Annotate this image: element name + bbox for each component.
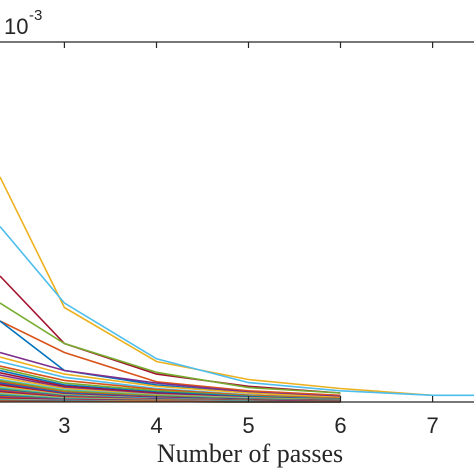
series-line-5	[0, 320, 341, 397]
x-tick-label: 4	[150, 413, 162, 438]
series-line-2	[0, 225, 474, 397]
series-line-3	[0, 275, 341, 394]
x-ticks: 3 4 5 6 7	[58, 42, 439, 438]
x-axis-label: Number of passes	[157, 439, 343, 468]
x-tick-label: 3	[58, 413, 70, 438]
x-tick-label: 6	[334, 413, 346, 438]
exponent-power: -3	[29, 7, 42, 24]
series-line-7	[0, 351, 341, 398]
x-tick-label: 7	[426, 413, 438, 438]
series-line-8	[0, 356, 341, 399]
series-line-4	[0, 302, 341, 394]
x-tick-label: 5	[242, 413, 254, 438]
exponent-base: 10	[4, 14, 28, 39]
